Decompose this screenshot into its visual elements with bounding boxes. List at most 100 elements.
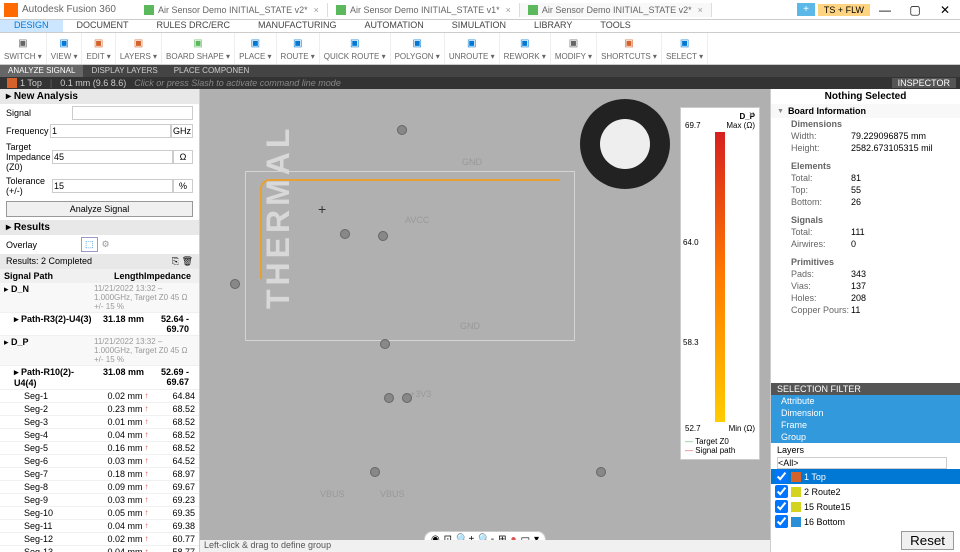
ribbon-group[interactable]: ▣SHORTCUTS ▾ xyxy=(597,33,662,64)
overlay-settings-icon[interactable]: ⚙ xyxy=(102,239,110,250)
layer-name[interactable]: 1 Top xyxy=(20,78,42,88)
ribbon-group[interactable]: ▣EDIT ▾ xyxy=(82,33,115,64)
layer-item[interactable]: 2 Route2 xyxy=(771,484,960,499)
doc-tab[interactable]: Air Sensor Demo INITIAL_STATE v2*× xyxy=(136,3,328,17)
user-info[interactable]: TS + FLW xyxy=(818,4,870,16)
reset-button[interactable]: Reset xyxy=(901,531,954,550)
result-seg[interactable]: Seg-110.04 mm↑69.38 xyxy=(0,520,199,533)
result-seg[interactable]: Seg-50.16 mm↑68.52 xyxy=(0,442,199,455)
new-tab-button[interactable]: + xyxy=(797,3,815,16)
menu-item[interactable]: RULES DRC/ERC xyxy=(143,20,245,32)
mounting-hole xyxy=(580,99,670,189)
freq-unit[interactable]: GHz xyxy=(171,124,193,138)
result-seg[interactable]: Seg-100.05 mm↑69.35 xyxy=(0,507,199,520)
menu-item[interactable]: MANUFACTURING xyxy=(244,20,351,32)
filter-item[interactable]: Frame xyxy=(771,419,960,431)
ribbon-group[interactable]: ▣VIEW ▾ xyxy=(47,33,83,64)
coord-display: 0.1 mm (9.6 8.6) xyxy=(60,78,126,88)
inspector-label: INSPECTOR xyxy=(892,78,956,88)
export-icon[interactable]: ⎘ xyxy=(172,256,179,266)
delete-icon[interactable]: 🗑 xyxy=(182,256,193,266)
nothing-selected: Nothing Selected xyxy=(771,89,960,104)
board-info-header[interactable]: Board Information xyxy=(771,104,960,118)
result-seg[interactable]: Seg-60.03 mm↑64.52 xyxy=(0,455,199,468)
net-label: +3V3 xyxy=(410,389,431,399)
subtab[interactable]: PLACE COMPONEN xyxy=(166,65,258,77)
ribbon-group[interactable]: ▣SWITCH ▾ xyxy=(0,33,47,64)
result-path[interactable]: ▸ Path-R10(2)-U4(4)31.08 mm52.69 - 69.67 xyxy=(0,366,199,390)
imp-input[interactable] xyxy=(52,150,173,164)
net-label: VBUS xyxy=(380,489,405,499)
net-label: VBUS xyxy=(320,489,345,499)
command-line[interactable]: Click or press Slash to activate command… xyxy=(134,78,891,88)
ribbon-group[interactable]: ▣BOARD SHAPE ▾ xyxy=(162,33,235,64)
minimize-button[interactable]: — xyxy=(870,3,900,17)
ribbon-group[interactable]: ▣LAYERS ▾ xyxy=(116,33,162,64)
result-seg[interactable]: Seg-20.23 mm↑68.52 xyxy=(0,403,199,416)
result-path[interactable]: ▸ Path-R3(2)-U4(3)31.18 mm52.64 - 69.70 xyxy=(0,313,199,336)
scale-close-icon[interactable]: ✕ xyxy=(748,110,755,119)
layer-toolbar: 1 Top | 0.1 mm (9.6 8.6) Click or press … xyxy=(0,77,960,89)
menu-item[interactable]: DOCUMENT xyxy=(63,20,143,32)
new-analysis-header: ▸ New Analysis xyxy=(0,89,199,104)
result-seg[interactable]: Seg-30.01 mm↑68.52 xyxy=(0,416,199,429)
result-seg[interactable]: Seg-70.18 mm↑68.97 xyxy=(0,468,199,481)
imp-label: Target Impedance (Z0) xyxy=(6,142,52,172)
subtab[interactable]: ANALYZE SIGNAL xyxy=(0,65,83,77)
layers-all-input[interactable] xyxy=(777,457,947,469)
result-seg[interactable]: Seg-80.09 mm↑69.67 xyxy=(0,481,199,494)
ribbon-group[interactable]: ▣MODIFY ▾ xyxy=(551,33,597,64)
freq-input[interactable] xyxy=(50,124,171,138)
subtab[interactable]: DISPLAY LAYERS xyxy=(83,65,165,77)
overlay-toggle[interactable]: ⬚ xyxy=(81,237,98,252)
layer-item[interactable]: 15 Route15 xyxy=(771,499,960,514)
result-seg[interactable]: Seg-90.03 mm↑69.23 xyxy=(0,494,199,507)
subtabs: ANALYZE SIGNALDISPLAY LAYERSPLACE COMPON… xyxy=(0,65,960,77)
net-label: GND xyxy=(460,321,480,331)
layers-label: Layers xyxy=(771,443,960,457)
doc-tabs: Air Sensor Demo INITIAL_STATE v2*×Air Se… xyxy=(136,3,794,17)
menu-item[interactable]: DESIGN xyxy=(0,20,63,32)
app-title: Autodesk Fusion 360 xyxy=(22,4,116,15)
pcb-canvas[interactable]: THERMAL + AVCC GND GND +3V3 VBUS VBUS ✕ xyxy=(200,89,770,552)
ribbon-group[interactable]: ▣UNROUTE ▾ xyxy=(445,33,500,64)
freq-label: Frequency xyxy=(6,126,50,136)
tol-label: Tolerance (+/-) xyxy=(6,176,52,196)
ribbon-group[interactable]: ▣SELECT ▾ xyxy=(662,33,708,64)
ribbon-group[interactable]: ▣QUICK ROUTE ▾ xyxy=(320,33,391,64)
impedance-scale: ✕ D_P 69.7Max (Ω) 64.0 58.3 52.7Min (Ω) … xyxy=(680,107,760,460)
doc-tab[interactable]: Air Sensor Demo INITIAL_STATE v2*× xyxy=(520,3,712,17)
ribbon-group[interactable]: ▣ROUTE ▾ xyxy=(277,33,320,64)
signal-label: Signal xyxy=(6,108,72,118)
close-button[interactable]: ✕ xyxy=(930,3,960,17)
layer-item[interactable]: 16 Bottom xyxy=(771,514,960,529)
menu-item[interactable]: AUTOMATION xyxy=(351,20,438,32)
app-icon xyxy=(4,3,18,17)
selection-filter-header: SELECTION FILTER xyxy=(771,383,960,395)
result-seg[interactable]: Seg-130.04 mm↑58.77 xyxy=(0,546,199,552)
analyze-button[interactable]: Analyze Signal xyxy=(6,201,193,217)
ribbon-group[interactable]: ▣POLYGON ▾ xyxy=(391,33,445,64)
layer-item[interactable]: 1 Top xyxy=(771,469,960,484)
ribbon-group[interactable]: ▣REWORK ▾ xyxy=(500,33,551,64)
status-bar: Left-click & drag to define group xyxy=(200,540,770,552)
net-label: AVCC xyxy=(405,215,429,225)
menu-item[interactable]: TOOLS xyxy=(586,20,644,32)
menu-item[interactable]: SIMULATION xyxy=(438,20,520,32)
tol-input[interactable] xyxy=(52,179,173,193)
signal-input[interactable] xyxy=(72,106,193,120)
filter-item[interactable]: Dimension xyxy=(771,407,960,419)
result-group[interactable]: ▸ D_N11/21/2022 13:32 – 1.000GHz, Target… xyxy=(0,283,199,313)
layer-list: 1 Top2 Route215 Route1516 Bottom xyxy=(771,469,960,529)
ribbon-group[interactable]: ▣PLACE ▾ xyxy=(235,33,276,64)
tol-unit: % xyxy=(173,179,193,193)
doc-tab[interactable]: Air Sensor Demo INITIAL_STATE v1*× xyxy=(328,3,520,17)
filter-item[interactable]: Attribute xyxy=(771,395,960,407)
result-group[interactable]: ▸ D_P11/21/2022 13:32 – 1.000GHz, Target… xyxy=(0,336,199,366)
menu-item[interactable]: LIBRARY xyxy=(520,20,586,32)
filter-item[interactable]: Group xyxy=(771,431,960,443)
result-seg[interactable]: Seg-10.02 mm↑64.84 xyxy=(0,390,199,403)
filter-items[interactable]: AttributeDimensionFrameGroup xyxy=(771,395,960,443)
result-seg[interactable]: Seg-40.04 mm↑68.52 xyxy=(0,429,199,442)
maximize-button[interactable]: ▢ xyxy=(900,3,930,17)
